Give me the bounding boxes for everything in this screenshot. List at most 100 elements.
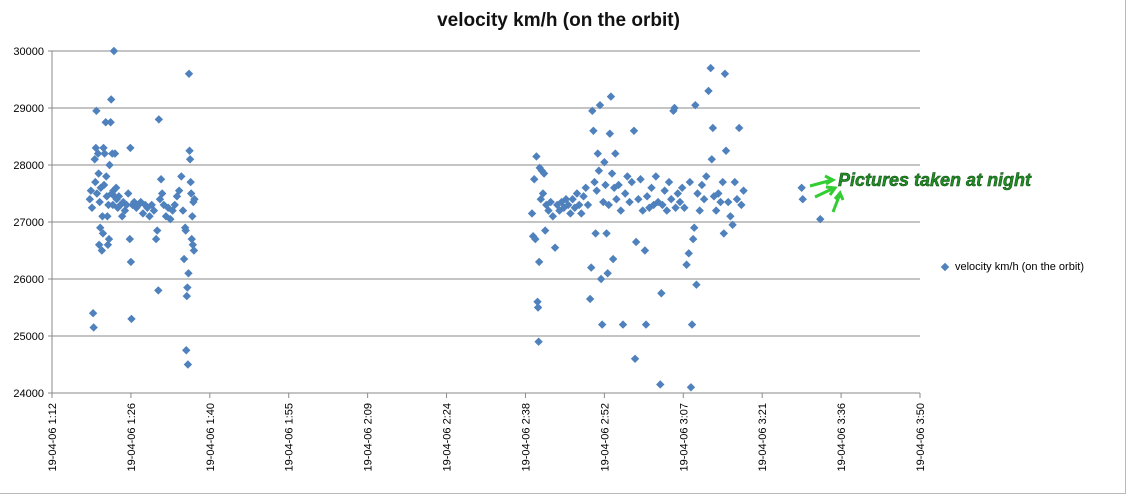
data-point [577,209,586,218]
annotation-text: Pictures taken at night [838,170,1032,190]
data-point [600,157,609,167]
data-point [611,149,620,158]
data-point [172,192,182,201]
data-point [154,115,164,124]
data-point [185,155,195,164]
data-point [109,46,119,56]
data-point [534,337,543,346]
data-point [737,200,746,210]
data-point [581,183,590,192]
data-point [680,203,689,212]
data-point [533,297,542,306]
data-point [125,234,135,244]
data-points [85,46,825,392]
data-point [651,172,661,181]
data-point [186,177,195,187]
data-point [583,200,593,210]
data-point [532,152,541,161]
data-point [585,294,595,304]
x-tick-label: 19-04-06 1:26 [126,403,138,472]
data-point [697,180,707,190]
data-point [593,149,602,158]
data-point [716,197,725,207]
data-point [106,118,115,127]
data-point [174,186,184,195]
data-point [94,240,104,249]
data-point [618,320,628,329]
data-point [664,177,674,187]
data-point [596,274,606,284]
x-tick-label: 19-04-06 3:21 [757,403,769,472]
data-point [597,320,607,329]
data-point [117,212,127,221]
data-point [546,197,555,207]
data-point [616,206,626,215]
annotation: Pictures taken at night [809,170,1032,213]
data-point [693,189,702,198]
data-point [631,237,641,247]
data-point [188,212,197,221]
data-point [105,160,114,170]
data-point [695,206,704,215]
data-point [591,229,600,238]
data-point [531,234,540,244]
data-point [181,226,190,235]
data-point [179,254,189,264]
data-point [153,226,162,235]
data-point [634,195,643,204]
data-point [113,203,122,212]
legend-diamond-icon [940,262,950,272]
data-point [714,189,723,198]
legend-label: velocity km/h (on the orbit) [955,261,1084,273]
data-point [104,234,114,244]
data-point [90,155,99,164]
chart-title: velocity km/h (on the orbit) [437,10,680,31]
data-point [641,320,651,329]
data-point [728,220,737,230]
x-tick-label: 19-04-06 1:55 [284,403,296,472]
data-point [732,195,742,204]
data-point [720,69,730,78]
data-point [579,192,588,201]
gridlines [52,50,920,337]
data-point [706,63,715,73]
data-point [604,200,613,210]
data-point [566,209,575,218]
data-point [677,183,687,192]
data-point [636,175,645,184]
data-point [539,169,549,178]
data-point [590,177,599,187]
data-point [642,192,652,201]
data-point [183,360,193,369]
data-point [534,257,544,267]
data-point [114,192,124,201]
data-point [127,314,136,324]
data-point [184,269,193,278]
data-point [186,189,196,198]
y-tick-label: 30000 [13,46,44,58]
data-point [630,354,640,363]
data-point [708,123,718,133]
data-point [594,166,604,175]
data-point [178,206,188,215]
data-point [166,214,175,224]
data-point [602,229,611,238]
data-point [673,189,682,198]
x-tick-label: 19-04-06 1:40 [205,403,217,472]
x-tick-label: 19-04-06 2:38 [520,403,532,472]
data-point [627,177,636,187]
data-point [107,189,116,198]
data-point [185,146,194,155]
data-point [151,234,161,244]
data-point [798,195,807,204]
data-point [97,246,107,255]
data-point [688,234,698,244]
data-point [605,129,615,138]
data-point [606,92,616,101]
data-point [692,280,701,289]
x-tick-label: 19-04-06 2:52 [599,403,611,472]
annotation-arrow-2 [814,185,838,199]
data-point [699,195,709,204]
data-point [85,195,95,204]
